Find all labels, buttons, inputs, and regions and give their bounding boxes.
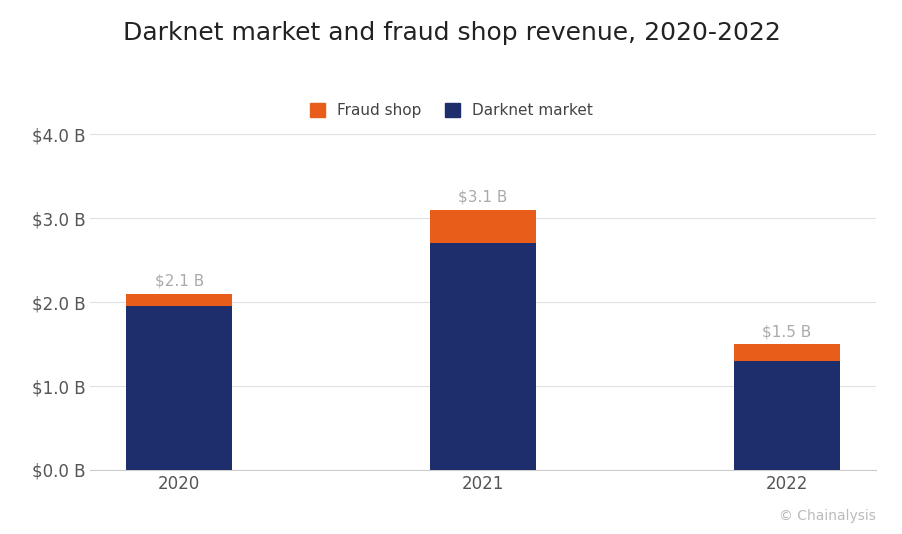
Text: $2.1 B: $2.1 B (154, 273, 204, 289)
Text: $1.5 B: $1.5 B (761, 324, 811, 339)
Legend: Fraud shop, Darknet market: Fraud shop, Darknet market (305, 98, 597, 123)
Bar (733, 361, 839, 470)
Text: © Chainalysis: © Chainalysis (778, 509, 875, 523)
Bar (126, 294, 232, 307)
Bar (429, 244, 536, 470)
Bar (126, 307, 232, 470)
Bar (429, 210, 536, 244)
Bar (733, 344, 839, 361)
Text: Darknet market and fraud shop revenue, 2020-2022: Darknet market and fraud shop revenue, 2… (123, 21, 779, 45)
Text: $3.1 B: $3.1 B (458, 190, 507, 205)
